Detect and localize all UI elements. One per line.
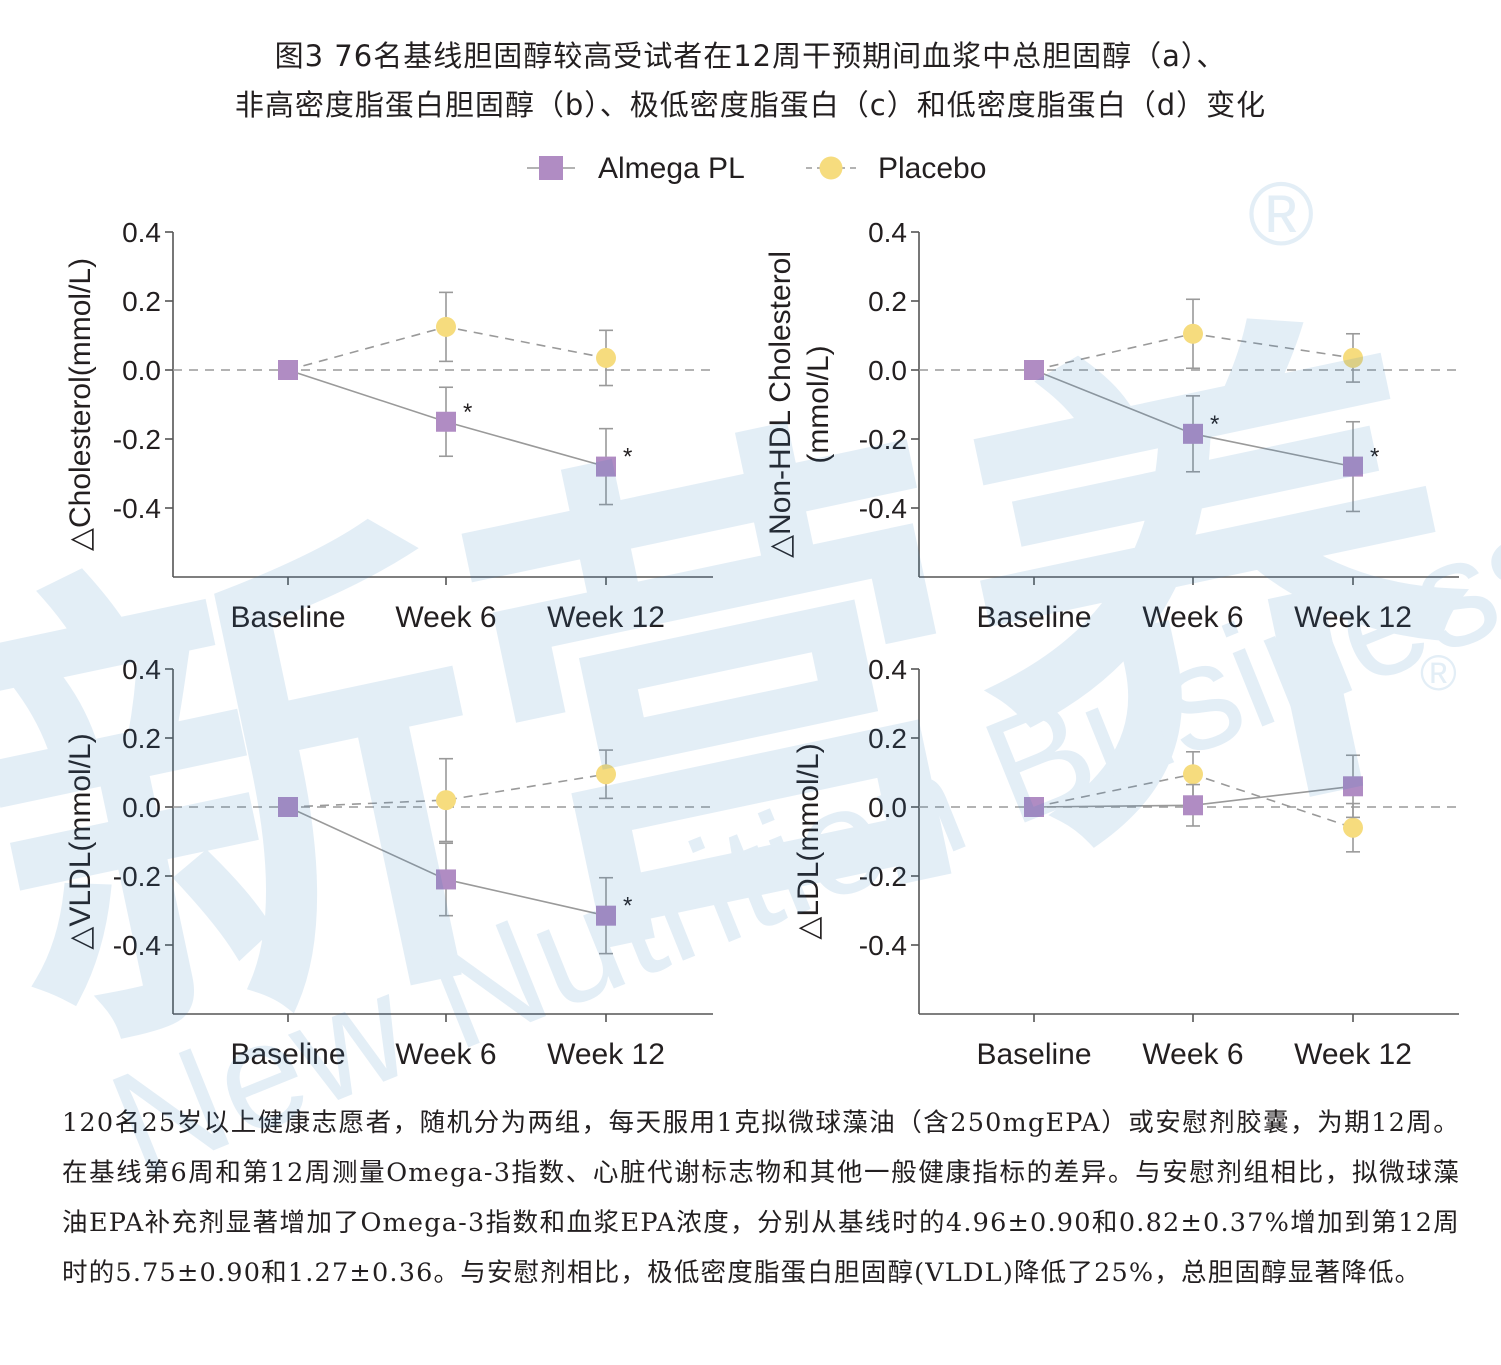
y-tick-label: -0.2 (859, 861, 907, 892)
legend: Almega PL Placebo (527, 152, 986, 185)
y-axis-label: (mmol/L) (802, 345, 835, 463)
y-tick-label: -0.2 (113, 861, 161, 892)
y-tick-label: 0.2 (122, 286, 161, 317)
data-point-almega (1343, 456, 1363, 477)
data-point-almega (1183, 795, 1203, 816)
x-tick-label: Week 6 (1142, 601, 1243, 634)
data-point-placebo (436, 790, 456, 811)
data-point-almega (1024, 797, 1044, 817)
x-tick-label: Week 6 (395, 1038, 496, 1071)
y-tick-label: 0.0 (868, 355, 907, 386)
chart-panel-a: 0.4 0.2 0.0 -0.2 -0.4 Baseline Week 6 Week 12 △C… (64, 217, 713, 634)
y-tick-label: -0.4 (113, 930, 161, 961)
y-tick-label: -0.4 (859, 930, 907, 961)
y-axis-label: △Non-HDL Cholesterol (764, 251, 797, 558)
legend-label-almega: Almega PL (598, 152, 745, 185)
x-tick-label: Baseline (976, 601, 1091, 634)
series-line-almega (287, 806, 607, 917)
charts-area: 0.4 0.2 0.0 -0.2 -0.4 Baseline Week 6 Week 12 △C… (64, 217, 1459, 1071)
significance-marker: * (1210, 411, 1219, 438)
y-tick-label: 0.4 (868, 217, 907, 248)
y-tick-label: 0.2 (868, 286, 907, 317)
significance-marker: * (463, 399, 472, 426)
y-axis-label: △LDL(mmol/L) (792, 743, 825, 939)
data-point-almega (436, 869, 456, 890)
legend-item-placebo: Placebo (806, 152, 986, 185)
x-tick-label: Week 6 (1142, 1038, 1243, 1071)
y-tick-label: 0.0 (868, 792, 907, 823)
chart-panel-d: 0.4 0.2 0.0 -0.2 -0.4 Baseline Week 6 Week 12 △L… (792, 654, 1459, 1071)
data-point-almega (1343, 776, 1363, 797)
y-axis-label: △VLDL(mmol/L) (64, 733, 97, 949)
x-tick-label: Week 6 (395, 601, 496, 634)
chart-panel-c: 0.4 0.2 0.0 -0.2 -0.4 Baseline Week 6 Week 12 △V… (64, 654, 713, 1071)
data-point-placebo (1343, 347, 1363, 368)
data-point-placebo (1183, 764, 1203, 785)
data-point-almega (1183, 423, 1203, 444)
data-point-placebo (436, 316, 456, 337)
x-tick-label: Baseline (230, 601, 345, 634)
data-point-almega (278, 797, 298, 817)
y-tick-label: -0.2 (859, 424, 907, 455)
significance-marker: * (623, 893, 632, 920)
y-tick-label: 0.4 (122, 654, 161, 685)
y-tick-label: 0.0 (122, 792, 161, 823)
figure-title-line-2: 非高密度脂蛋白胆固醇（b）、极低密度脂蛋白（c）和低密度脂蛋白（d）变化 (234, 88, 1267, 122)
data-point-almega (596, 456, 616, 477)
y-tick-label: 0.2 (122, 723, 161, 754)
legend-item-almega: Almega PL (527, 152, 745, 185)
data-point-placebo (596, 347, 616, 368)
data-point-almega (596, 905, 616, 926)
legend-circle-marker (819, 156, 843, 180)
significance-marker: * (1370, 444, 1379, 471)
figure-title-line-1: 图3 76名基线胆固醇较高受试者在12周干预期间血浆中总胆固醇（a）、 (274, 39, 1227, 73)
y-tick-label: -0.4 (113, 493, 161, 524)
x-tick-label: Week 12 (1294, 1038, 1412, 1071)
significance-marker: * (623, 444, 632, 471)
data-point-almega (278, 360, 298, 380)
legend-label-placebo: Placebo (878, 152, 986, 185)
data-point-placebo (1183, 323, 1203, 344)
figure-caption: 120名25岁以上健康志愿者，随机分为两组，每天服用1克拟微球藻油（含250mg… (62, 1108, 1460, 1288)
y-tick-label: -0.2 (113, 424, 161, 455)
data-point-placebo (1343, 817, 1363, 838)
data-point-almega (1024, 360, 1044, 380)
data-point-placebo (596, 764, 616, 785)
x-tick-label: Week 12 (547, 601, 665, 634)
y-tick-label: 0.2 (868, 723, 907, 754)
y-tick-label: 0.4 (868, 654, 907, 685)
x-tick-label: Week 12 (1294, 601, 1412, 634)
y-tick-label: -0.4 (859, 493, 907, 524)
x-tick-label: Baseline (976, 1038, 1091, 1071)
data-point-almega (436, 411, 456, 432)
legend-square-marker (539, 156, 563, 180)
chart-panel-b: 0.4 0.2 0.0 -0.2 -0.4 Baseline Week 6 Week 12 △N… (764, 217, 1459, 634)
x-tick-label: Baseline (230, 1038, 345, 1071)
x-tick-label: Week 12 (547, 1038, 665, 1071)
y-axis-label: △Cholesterol(mmol/L) (64, 258, 97, 551)
y-tick-label: 0.4 (122, 217, 161, 248)
y-tick-label: 0.0 (122, 355, 161, 386)
series-line-placebo (287, 773, 607, 808)
